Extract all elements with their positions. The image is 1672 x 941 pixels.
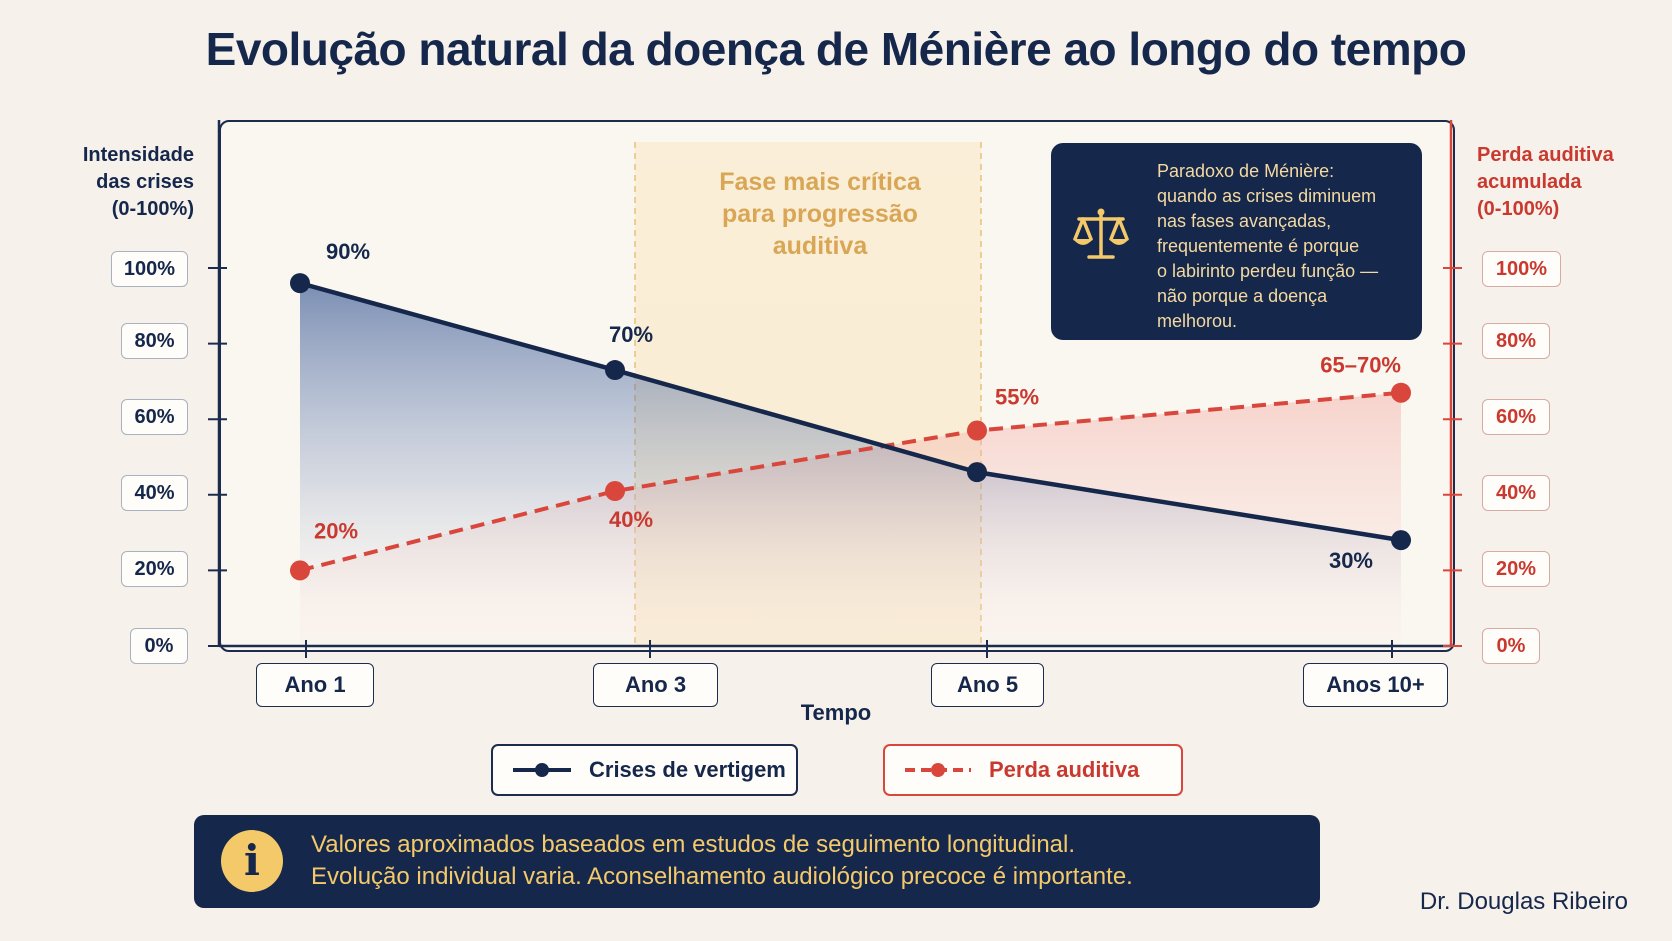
right-tick-label: 60% <box>1482 399 1550 435</box>
x-category-label: Ano 3 <box>593 663 718 707</box>
hearing-loss-data-label: 40% <box>609 507 653 532</box>
left-axis-title: Intensidade das crises (0-100%) <box>62 142 194 223</box>
legend-label-hearing: Perda auditiva <box>989 757 1140 782</box>
x-category-label: Ano 1 <box>256 663 374 707</box>
left-tick-label: 60% <box>121 399 188 435</box>
callout-line: Paradoxo de Ménière: <box>1157 161 1335 181</box>
legend-label-vertigo: Crises de vertigem <box>589 757 786 782</box>
page-title: Evolução natural da doença de Ménière ao… <box>205 23 1467 75</box>
x-axis-title: Tempo <box>800 700 872 725</box>
x-category-label: Ano 5 <box>931 663 1044 707</box>
callout-line: frequentemente é porque <box>1157 236 1360 256</box>
hearing-loss-point <box>290 560 310 581</box>
callout-line: melhorou. <box>1157 311 1238 331</box>
hearing-loss-data-label: 65–70% <box>1320 353 1401 378</box>
paradox-callout-text: Paradoxo de Ménière: quando as crises di… <box>1157 159 1407 334</box>
vertigo-data-label: 30% <box>1329 548 1373 573</box>
left-tick-label: 100% <box>111 251 188 287</box>
left-axis-title-line: Intensidade <box>82 144 194 166</box>
callout-line: quando as crises diminuem <box>1157 186 1377 206</box>
hearing-loss-point <box>605 481 625 502</box>
right-tick-label: 80% <box>1482 323 1550 359</box>
left-tick-label: 0% <box>130 628 188 664</box>
hearing-loss-point <box>1391 382 1411 403</box>
vertigo-data-label: 90% <box>326 239 370 264</box>
vertigo-point <box>967 462 987 483</box>
info-note-line: Evolução individual varia. Aconselhament… <box>311 863 1133 890</box>
left-tick-label: 40% <box>121 475 188 511</box>
hearing-loss-point <box>967 420 987 441</box>
vertigo-point <box>605 360 625 381</box>
vertigo-point <box>1391 530 1411 551</box>
author-signature: Dr. Douglas Ribeiro <box>1419 888 1628 915</box>
legend-dashed-line-icon <box>905 763 971 777</box>
callout-line: nas fases avançadas, <box>1157 211 1332 231</box>
left-axis-title-line: (0-100%) <box>111 198 194 220</box>
right-tick-label: 40% <box>1482 475 1550 511</box>
right-axis-title-line: (0-100%) <box>1477 198 1560 220</box>
info-note: i Valores aproximados baseados em estudo… <box>194 815 1320 908</box>
vertigo-data-label: 70% <box>609 322 653 347</box>
hearing-loss-data-label: 55% <box>995 385 1039 410</box>
legend-item-hearing: Perda auditiva <box>883 744 1183 796</box>
info-icon: i <box>221 830 283 892</box>
hearing-loss-data-label: 20% <box>314 518 358 543</box>
scales-icon <box>1073 208 1129 259</box>
right-axis-title: Perda auditiva acumulada (0-100%) <box>1477 142 1657 223</box>
callout-line: não porque a doença <box>1157 286 1328 306</box>
left-tick-label: 20% <box>121 551 188 587</box>
right-axis-title-line: Perda auditiva <box>1477 144 1614 166</box>
right-axis-title-line: acumulada <box>1477 171 1582 193</box>
left-tick-label: 80% <box>121 323 188 359</box>
critical-phase-label-line: Fase mais crítica <box>719 168 921 196</box>
critical-phase-label: Fase mais crítica para progressão auditi… <box>662 166 978 262</box>
critical-phase-label-line: auditiva <box>772 232 868 260</box>
paradox-callout: Paradoxo de Ménière: quando as crises di… <box>1051 143 1422 340</box>
vertigo-point <box>290 273 310 294</box>
callout-line: o labirinto perdeu função — <box>1157 261 1379 281</box>
vertigo-area-fill <box>300 283 1401 646</box>
info-note-line: Valores aproximados baseados em estudos … <box>311 831 1076 858</box>
right-tick-label: 100% <box>1482 251 1561 287</box>
critical-phase-label-line: para progressão <box>722 200 918 228</box>
info-note-text: Valores aproximados baseados em estudos … <box>311 829 1133 893</box>
legend-solid-line-icon <box>513 763 571 777</box>
legend-item-vertigo: Crises de vertigem <box>491 744 798 796</box>
right-tick-label: 0% <box>1482 628 1540 664</box>
left-axis-title-line: das crises <box>96 171 194 193</box>
hearing-loss-line <box>299 390 1402 573</box>
vertigo-line <box>299 280 1402 543</box>
right-tick-label: 20% <box>1482 551 1550 587</box>
x-category-label: Anos 10+ <box>1303 663 1448 707</box>
